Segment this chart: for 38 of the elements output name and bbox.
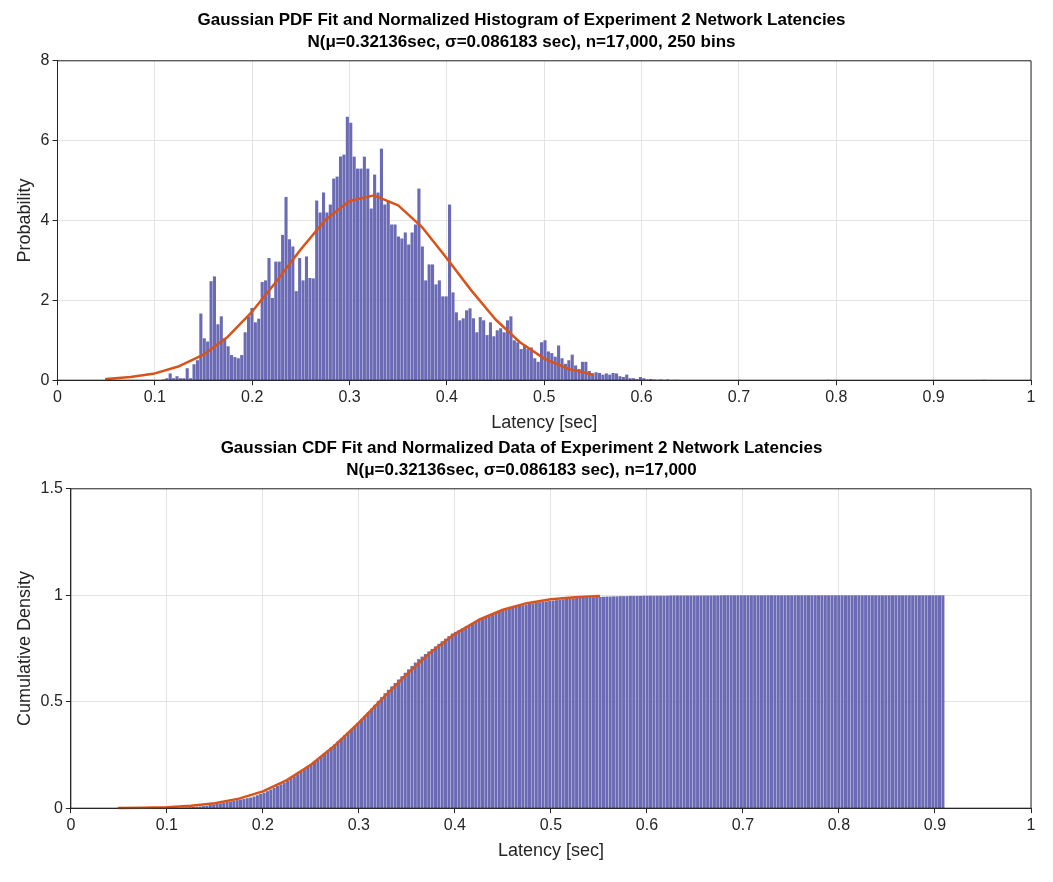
x-tick-label: 0.4 bbox=[435, 388, 459, 406]
x-tick-label: 0.7 bbox=[727, 388, 751, 406]
x-tick-label: 0.9 bbox=[923, 816, 947, 834]
x-tick-label: 0.9 bbox=[922, 388, 945, 406]
x-tick-label: 0.3 bbox=[347, 816, 371, 834]
y-axis-title: Probability bbox=[13, 178, 34, 263]
x-tick-label: 0.5 bbox=[539, 816, 563, 834]
y-tick-label: 4 bbox=[40, 210, 50, 228]
x-tick-label: 0.4 bbox=[443, 816, 467, 834]
x-tick-label: 0.2 bbox=[241, 388, 264, 406]
y-tick-label: 0 bbox=[40, 370, 50, 388]
x-tick-label: 0.1 bbox=[155, 816, 179, 834]
chart-subtitle: N(μ=0.32136sec, σ=0.086183 sec), n=17,000, 250 bins bbox=[307, 32, 736, 52]
chart-title: Gaussian PDF Fit and Normalized Histogram of Experiment 2 Network Latencies bbox=[197, 9, 846, 29]
x-axis-title: Latency [sec] bbox=[497, 840, 604, 861]
x-tick-label: 0.8 bbox=[825, 388, 848, 406]
y-tick-label: 1.5 bbox=[40, 479, 63, 497]
x-axis-title: Latency [sec] bbox=[491, 412, 598, 433]
x-tick-label: 0.6 bbox=[630, 388, 653, 406]
x-tick-label: 0 bbox=[66, 816, 76, 834]
x-tick-label: 0.7 bbox=[731, 816, 755, 834]
x-tick-label: 0.5 bbox=[533, 388, 556, 406]
x-tick-label: 0.8 bbox=[827, 816, 851, 834]
chart-subtitle: N(μ=0.32136sec, σ=0.086183 sec), n=17,000 bbox=[346, 460, 697, 480]
y-tick-label: 0.5 bbox=[40, 692, 63, 710]
chart-title: Gaussian CDF Fit and Normalized Data of Experiment 2 Network Latencies bbox=[220, 437, 823, 457]
x-tick-label: 1 bbox=[1026, 816, 1036, 834]
y-tick-label: 0 bbox=[53, 798, 63, 816]
y-tick-label: 1 bbox=[53, 585, 63, 603]
y-axis-title: Cumulative Density bbox=[13, 570, 34, 727]
y-tick-label: 2 bbox=[40, 290, 50, 308]
x-tick-label: 0.6 bbox=[635, 816, 659, 834]
x-tick-label: 0.2 bbox=[251, 816, 275, 834]
y-tick-label: 8 bbox=[40, 51, 50, 69]
x-tick-label: 0.3 bbox=[338, 388, 361, 406]
y-tick-label: 6 bbox=[40, 131, 50, 149]
x-tick-label: 1 bbox=[1026, 388, 1036, 406]
x-tick-label: 0.1 bbox=[143, 388, 167, 406]
